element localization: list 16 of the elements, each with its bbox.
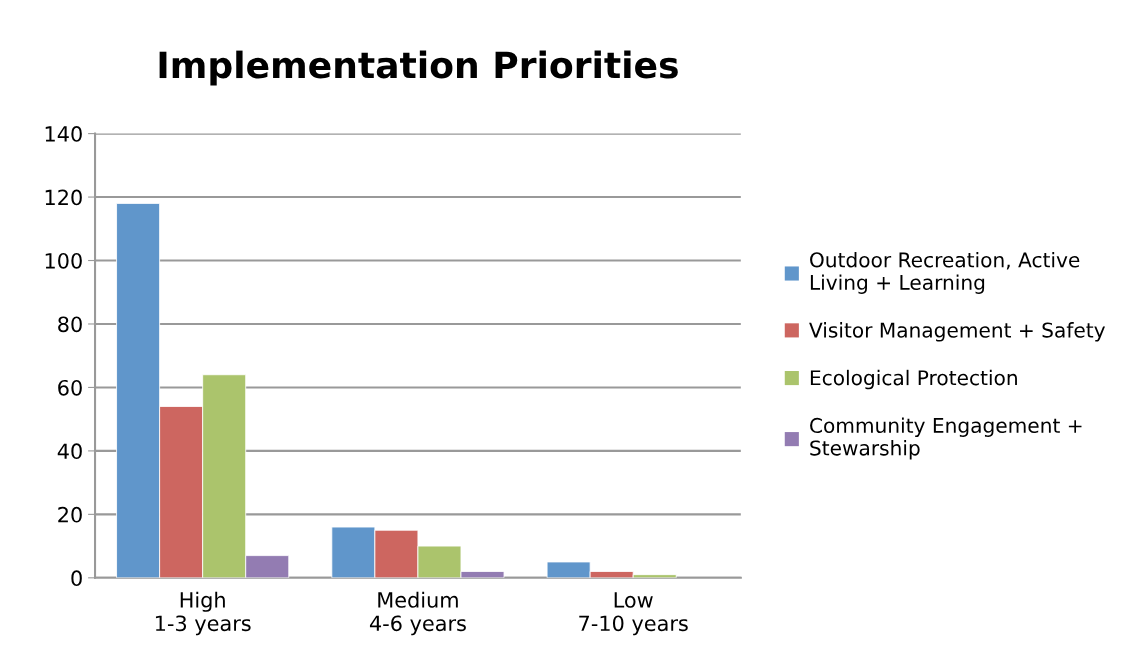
legend-label: Visitor Management + Safety [809,322,1105,342]
y-tick-label: 0 [71,570,82,587]
x-tick-label: Medium 4-6 years [369,591,466,636]
legend-label: Ecological Protection [810,369,1017,390]
legend-label: Outdoor Recreation, Active Living + Learning [810,251,1080,294]
legend-label: Community Engagement + Stewarship [810,417,1082,460]
y-tick-label: 60 [58,379,82,396]
x-tick-label: High 1-3 years [155,591,251,636]
x-tick-label: Low 7-10 years [579,592,688,636]
y-tick-label: 20 [58,506,82,523]
chart-title: Implementation Priorities [159,50,678,86]
y-tick-label: 40 [57,443,82,460]
y-tick-label: 120 [45,189,82,206]
y-tick-label: 80 [58,316,82,333]
y-tick-label: 140 [45,126,82,142]
y-tick-label: 100 [45,252,82,269]
